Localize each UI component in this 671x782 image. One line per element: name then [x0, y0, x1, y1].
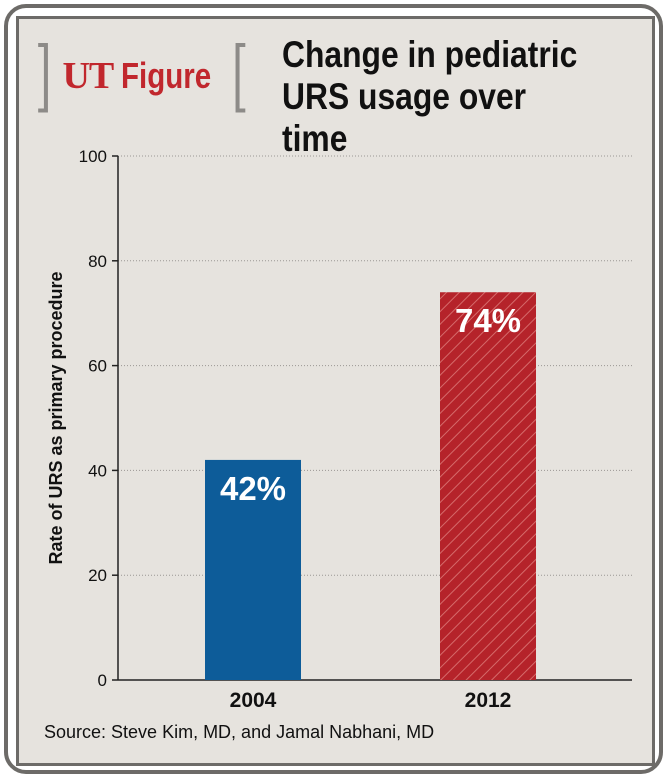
x-tick-label-2012: 2012	[465, 689, 512, 712]
data-label-2012: 74%	[455, 302, 521, 339]
y-tick-label: 60	[88, 357, 107, 376]
y-tick-label: 100	[79, 147, 107, 166]
axes	[112, 155, 632, 681]
source-note: Source: Steve Kim, MD, and Jamal Nabhani…	[44, 722, 435, 742]
y-tick-label: 80	[88, 252, 107, 271]
ut-figure-brand: ] UT Figure [	[28, 36, 256, 116]
bars	[205, 292, 536, 680]
grid-lines	[118, 155, 632, 576]
brand-figure: Figure	[121, 55, 212, 96]
x-tick-label-2004: 2004	[230, 689, 277, 712]
brand-bracket-left: ]	[34, 31, 52, 121]
brand-ut: UT	[62, 55, 114, 97]
data-label-2004: 42%	[220, 470, 286, 507]
chart-title: Change in pediatric URS usage over time	[282, 34, 578, 159]
bar-2004	[205, 459, 301, 680]
y-axis-label: Rate of URS as primary procedure	[46, 271, 66, 564]
y-tick-label: 20	[88, 566, 107, 585]
y-tick-label: 40	[88, 461, 107, 480]
bar-2012	[440, 292, 536, 680]
inner-panel	[16, 16, 655, 766]
y-tick-label: 0	[98, 671, 107, 690]
brand-bracket-right: [	[232, 31, 249, 121]
labels: 0 20 40 60 80 100 42% 2004 74% 2012 Rate of URS as…	[46, 147, 521, 712]
